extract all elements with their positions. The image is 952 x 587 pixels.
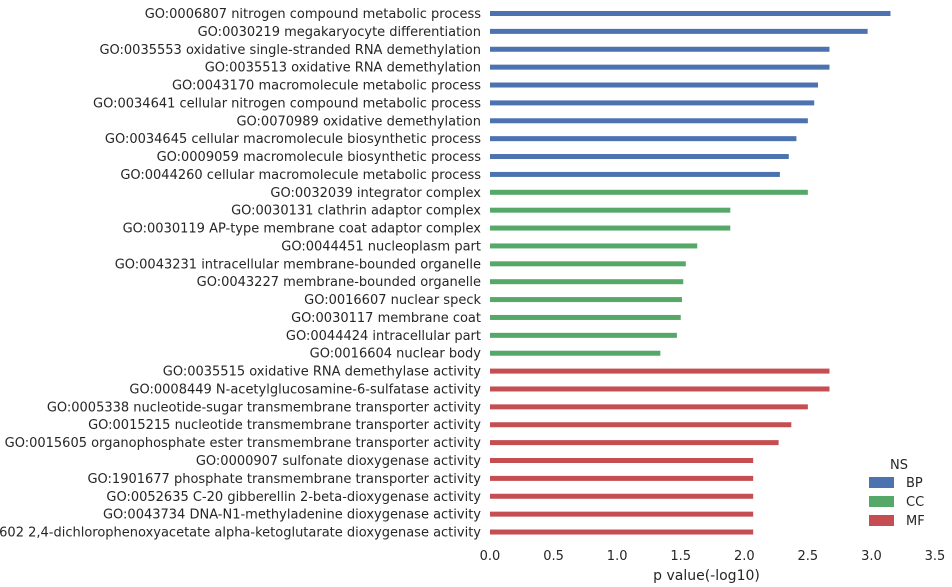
bar bbox=[490, 475, 754, 481]
bar bbox=[490, 458, 754, 463]
category-label: GO:0043170 macromolecule metabolic proce… bbox=[172, 79, 481, 94]
bar bbox=[490, 261, 686, 267]
category-label: GO:0052635 C-20 gibberellin 2-beta-dioxy… bbox=[106, 490, 481, 505]
legend-title: NS bbox=[890, 458, 908, 473]
category-label: GO:0043734 DNA-N1-methyladenine dioxygen… bbox=[103, 508, 481, 523]
bar bbox=[490, 279, 684, 285]
legend-label: MF bbox=[906, 514, 925, 529]
bar bbox=[490, 243, 698, 249]
x-tick-label: 3.0 bbox=[861, 549, 882, 564]
category-label: GO:0015215 nucleotide transmembrane tran… bbox=[88, 418, 481, 433]
category-label: GO:0034645 cellular macromolecule biosyn… bbox=[105, 132, 481, 147]
bar bbox=[490, 368, 830, 374]
legend-swatch bbox=[869, 515, 894, 526]
bar bbox=[490, 118, 808, 124]
category-label: GO:0035515 oxidative RNA demethylase act… bbox=[163, 365, 482, 380]
bar bbox=[490, 46, 830, 52]
bar bbox=[490, 314, 681, 320]
category-label: GO:1901677 phosphate transmembrane trans… bbox=[87, 472, 481, 487]
bar bbox=[490, 404, 808, 410]
bar bbox=[490, 422, 792, 428]
category-label: GO:0044260 cellular macromolecule metabo… bbox=[120, 168, 481, 183]
x-axis-title: p value(-log10) bbox=[653, 568, 760, 584]
category-label: GO:0008449 N-acetylglucosamine-6-sulfata… bbox=[129, 382, 481, 397]
legend: NS BP CC MF bbox=[869, 458, 925, 529]
bar bbox=[490, 297, 682, 303]
bar bbox=[490, 511, 754, 517]
category-label: GO:0016607 nuclear speck bbox=[304, 293, 481, 308]
category-label: GO:0035553 oxidative single-stranded RNA… bbox=[99, 43, 481, 58]
bar bbox=[490, 11, 891, 16]
bar bbox=[490, 493, 754, 499]
category-label: GO:0030119 AP-type membrane coat adaptor… bbox=[123, 222, 482, 237]
category-label: GO:0030219 megakaryocyte differentiation bbox=[198, 25, 481, 40]
category-label: GO:0000907 sulfonate dioxygenase activit… bbox=[196, 454, 481, 469]
x-tick-label: 1.5 bbox=[670, 549, 691, 564]
bars-group bbox=[490, 11, 891, 535]
category-label: GO:0009059 macromolecule biosynthetic pr… bbox=[157, 150, 482, 165]
bar bbox=[490, 82, 819, 88]
category-label: GO:0044451 nucleoplasm part bbox=[281, 239, 481, 254]
x-tick-label: 3.5 bbox=[925, 549, 946, 564]
bar bbox=[490, 332, 677, 338]
category-label: GO:0044424 intracellular part bbox=[286, 329, 481, 344]
bar bbox=[490, 189, 808, 195]
bar bbox=[490, 386, 830, 392]
legend-swatch bbox=[869, 477, 894, 488]
category-label: GO:0030117 membrane coat bbox=[291, 311, 481, 326]
category-label: GO:0030131 clathrin adaptor complex bbox=[231, 204, 481, 219]
bar bbox=[490, 171, 780, 177]
bar bbox=[490, 64, 830, 70]
legend-label: BP bbox=[906, 476, 923, 491]
category-label: GO:0043231 intracellular membrane-bounde… bbox=[115, 257, 481, 272]
category-label: GO:0015605 organophosphate ester transme… bbox=[5, 436, 482, 451]
category-label: GO:0034641 cellular nitrogen compound me… bbox=[93, 96, 481, 111]
x-tick-label: 0.5 bbox=[543, 549, 564, 564]
bar bbox=[490, 440, 779, 446]
category-label: GO:0006807 nitrogen compound metabolic p… bbox=[145, 7, 482, 22]
category-label: GO:0070989 oxidative demethylation bbox=[236, 114, 481, 129]
category-label: GO:0018602 2,4-dichlorophenoxyacetate al… bbox=[0, 526, 481, 541]
x-tick-label: 1.0 bbox=[607, 549, 628, 564]
bar bbox=[490, 136, 797, 142]
legend-swatch bbox=[869, 496, 894, 507]
x-tick-label: 2.0 bbox=[734, 549, 755, 564]
category-label: GO:0032039 integrator complex bbox=[270, 186, 481, 201]
bar bbox=[490, 207, 731, 213]
category-label: GO:0016604 nuclear body bbox=[310, 347, 482, 362]
x-tick-label: 0.0 bbox=[480, 549, 501, 564]
category-labels-group: GO:0006807 nitrogen compound metabolic p… bbox=[0, 7, 481, 541]
bar bbox=[490, 154, 789, 160]
bar bbox=[490, 28, 868, 34]
bar bbox=[490, 100, 815, 106]
category-label: GO:0035513 oxidative RNA demethylation bbox=[205, 61, 481, 76]
x-tick-label: 2.5 bbox=[798, 549, 819, 564]
legend-label: CC bbox=[906, 495, 924, 510]
bar bbox=[490, 225, 731, 231]
x-axis-ticks-group: 0.0 0.5 1.0 1.5 2.0 2.5 3.0 3.5 bbox=[480, 549, 946, 564]
bar bbox=[490, 529, 754, 535]
category-label: GO:0005338 nucleotide-sugar transmembran… bbox=[47, 400, 481, 415]
bar bbox=[490, 350, 661, 356]
category-label: GO:0043227 membrane-bounded organelle bbox=[197, 275, 481, 290]
